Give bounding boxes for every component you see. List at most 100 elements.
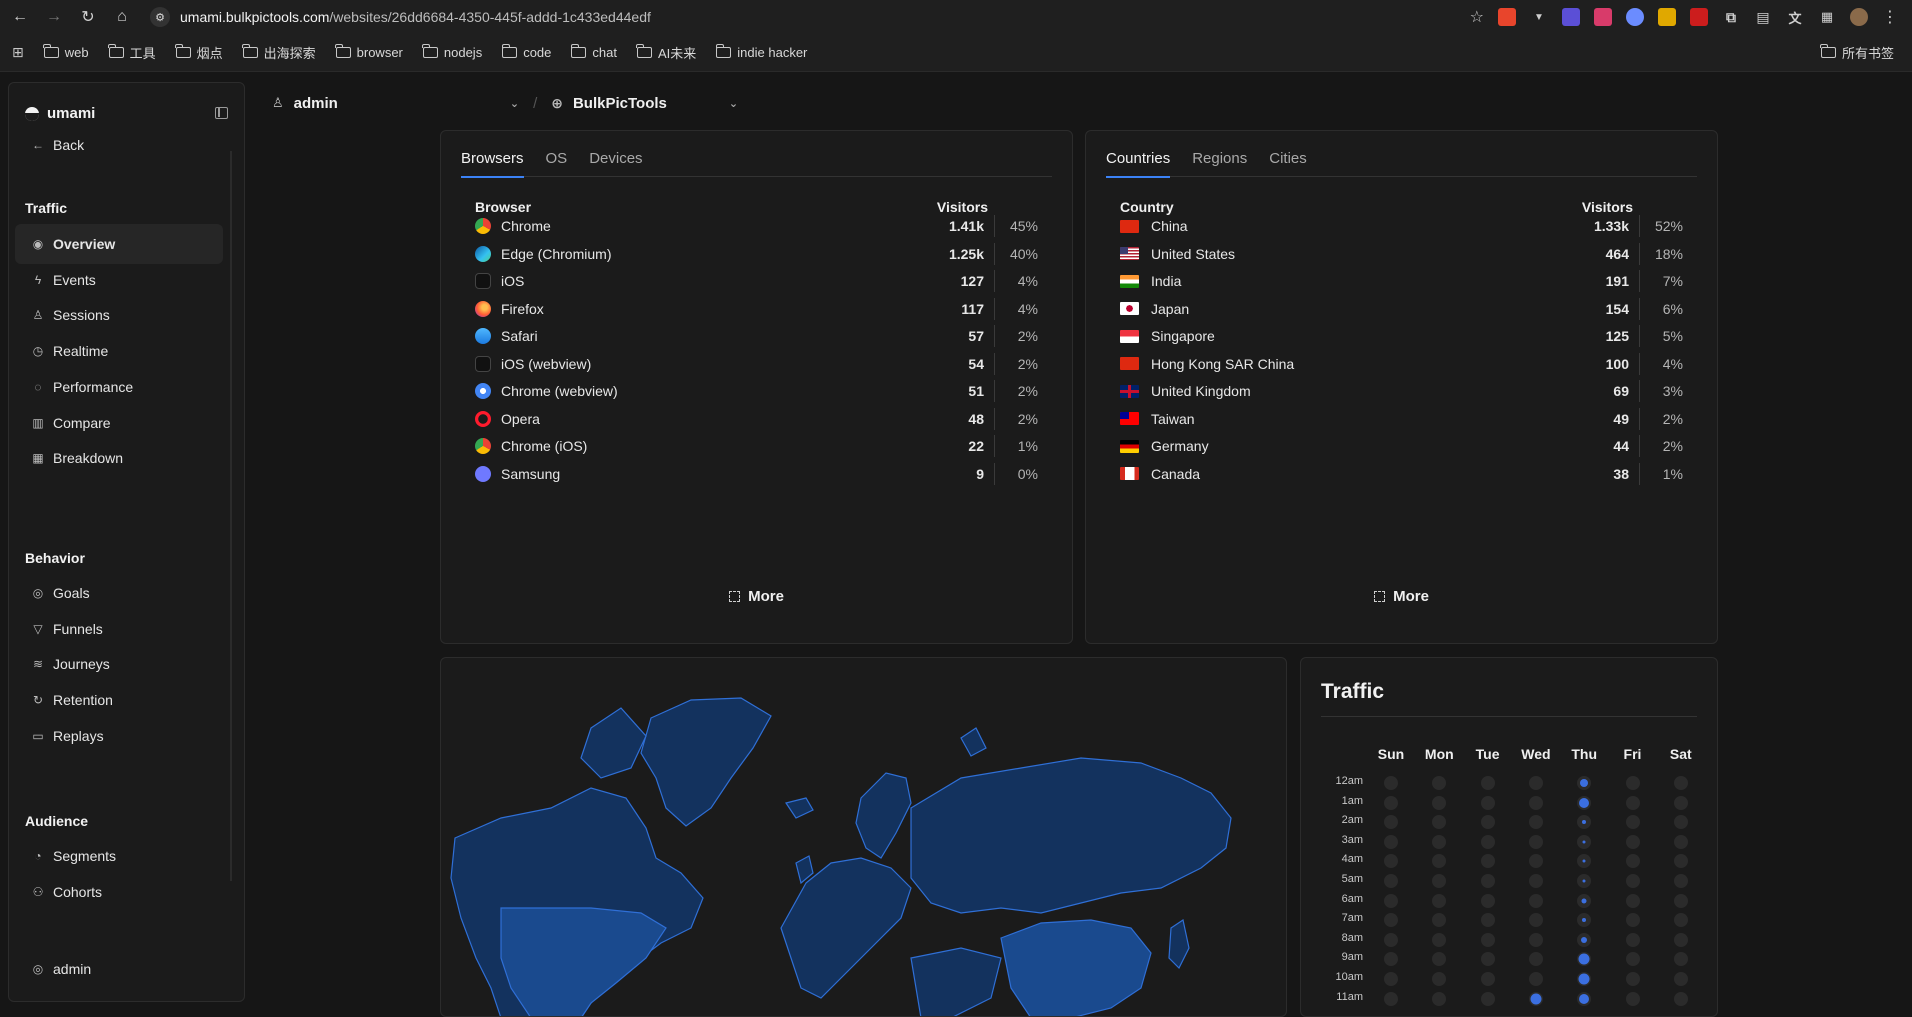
bookmark-folder[interactable]: nodejs (422, 43, 482, 62)
sidebar-item-replays[interactable]: ▭ Replays (15, 716, 223, 756)
bookmark-folder[interactable]: chat (570, 43, 617, 62)
sidebar-item-breakdown[interactable]: ▦ Breakdown (15, 438, 223, 478)
heatmap-cell[interactable] (1480, 854, 1495, 869)
heatmap-cell[interactable] (1577, 972, 1592, 986)
heatmap-cell[interactable] (1673, 834, 1688, 849)
table-row[interactable]: Chrome 1.41k 45% (475, 214, 1038, 238)
sidebar-item-overview[interactable]: ◉ Overview (15, 224, 223, 264)
table-row[interactable]: Hong Kong SAR China 100 4% (1120, 352, 1683, 376)
heatmap-cell[interactable] (1384, 893, 1398, 908)
heatmap-cell[interactable] (1480, 932, 1495, 947)
heatmap-cell[interactable] (1384, 913, 1398, 928)
chevron-down-icon[interactable]: ⌄ (509, 97, 520, 110)
bookmark-folder[interactable]: web (43, 43, 89, 62)
heatmap-cell[interactable] (1577, 795, 1592, 810)
heatmap-cell[interactable] (1480, 952, 1495, 967)
heatmap-cell[interactable] (1384, 991, 1398, 1006)
address-bar[interactable]: ⚙ umami.bulkpictools.com/websites/26dd66… (150, 4, 651, 30)
tab-cities[interactable]: Cities (1269, 149, 1307, 167)
heatmap-cell[interactable] (1625, 913, 1640, 928)
heatmap-cell[interactable] (1625, 776, 1640, 790)
table-row[interactable]: Samsung 9 0% (475, 462, 1038, 486)
table-row[interactable]: China 1.33k 52% (1120, 214, 1683, 238)
heatmap-cell[interactable] (1480, 795, 1495, 810)
heatmap-cell[interactable] (1577, 991, 1592, 1006)
tab-countries[interactable]: Countries (1106, 143, 1171, 178)
heatmap-cell[interactable] (1673, 854, 1688, 869)
heatmap-cell[interactable] (1577, 776, 1592, 790)
chevron-down-icon[interactable]: ⌄ (728, 97, 739, 110)
back-arrow-icon[interactable]: ← (12, 8, 28, 25)
home-icon[interactable]: ⌂ (117, 8, 127, 25)
puzzle-icon[interactable]: ⧉ (1726, 8, 1736, 25)
sidebar-item-cohorts[interactable]: ⚇ Cohorts (15, 872, 223, 912)
countries-more-button[interactable]: More (1086, 588, 1717, 605)
forward-arrow-icon[interactable]: → (46, 8, 62, 25)
heatmap-cell[interactable] (1480, 972, 1495, 986)
table-row[interactable]: Japan 154 6% (1120, 297, 1683, 321)
heatmap-cell[interactable] (1480, 874, 1495, 888)
heatmap-cell[interactable] (1577, 932, 1592, 947)
heatmap-cell[interactable] (1432, 913, 1447, 928)
sidebar-item-retention[interactable]: ↻ Retention (15, 680, 223, 720)
site-settings-icon[interactable]: ⚙ (150, 7, 170, 27)
grid-icon[interactable]: ▦ (1820, 9, 1834, 24)
heatmap-cell[interactable] (1673, 972, 1688, 986)
sidebar-item-segments[interactable]: ◔ Segments (15, 836, 223, 876)
heatmap-cell[interactable] (1432, 815, 1447, 830)
heatmap-cell[interactable] (1625, 795, 1640, 810)
table-row[interactable]: Opera 48 2% (475, 407, 1038, 431)
browsers-more-button[interactable]: More (441, 588, 1072, 605)
heatmap-cell[interactable] (1528, 952, 1543, 967)
bookmark-star-icon[interactable]: ☆ (1469, 9, 1484, 26)
heatmap-cell[interactable] (1528, 972, 1543, 986)
heatmap-cell[interactable] (1528, 815, 1543, 830)
sidebar-item-journeys[interactable]: ≋ Journeys (15, 644, 223, 684)
heatmap-cell[interactable] (1384, 854, 1398, 869)
menu-dots-icon[interactable]: ⋮ (1882, 9, 1898, 26)
heatmap-cell[interactable] (1480, 913, 1495, 928)
table-row[interactable]: Safari 57 2% (475, 324, 1038, 348)
extension-icon[interactable] (1594, 8, 1612, 26)
heatmap-cell[interactable] (1384, 795, 1398, 810)
tab-devices[interactable]: Devices (589, 149, 643, 167)
heatmap-cell[interactable] (1577, 893, 1592, 908)
heatmap-cell[interactable] (1625, 854, 1640, 869)
heatmap-cell[interactable] (1432, 932, 1447, 947)
apps-grid-icon[interactable]: ⊞ (12, 44, 24, 60)
table-row[interactable]: United States 464 18% (1120, 242, 1683, 266)
heatmap-cell[interactable] (1577, 854, 1592, 869)
table-row[interactable]: Chrome (iOS) 22 1% (475, 434, 1038, 458)
heatmap-cell[interactable] (1432, 776, 1447, 790)
sidebar-item-funnels[interactable]: ▽ Funnels (15, 609, 223, 649)
heatmap-cell[interactable] (1577, 913, 1592, 928)
heatmap-cell[interactable] (1384, 932, 1398, 947)
table-row[interactable]: Edge (Chromium) 1.25k 40% (475, 242, 1038, 266)
heatmap-cell[interactable] (1577, 834, 1592, 849)
sidebar-item-sessions[interactable]: ♙ Sessions (15, 295, 223, 335)
extension-icon[interactable] (1562, 8, 1580, 26)
heatmap-cell[interactable] (1625, 932, 1640, 947)
extension-icon[interactable] (1498, 8, 1516, 26)
heatmap-cell[interactable] (1384, 815, 1398, 830)
heatmap-cell[interactable] (1528, 874, 1543, 888)
heatmap-cell[interactable] (1432, 972, 1447, 986)
heatmap-cell[interactable] (1528, 834, 1543, 849)
heatmap-cell[interactable] (1432, 854, 1447, 869)
profile-avatar-icon[interactable] (1850, 8, 1868, 26)
sidebar-item-goals[interactable]: ◎ Goals (15, 573, 223, 613)
heatmap-cell[interactable] (1432, 952, 1447, 967)
heatmap-cell[interactable] (1673, 991, 1688, 1006)
heatmap-cell[interactable] (1577, 815, 1592, 830)
heatmap-cell[interactable] (1577, 952, 1592, 967)
reload-icon[interactable]: ↻ (81, 9, 95, 26)
sidebar-collapse-icon[interactable] (215, 107, 228, 119)
heatmap-cell[interactable] (1480, 834, 1495, 849)
heatmap-cell[interactable] (1528, 991, 1543, 1006)
heatmap-cell[interactable] (1673, 893, 1688, 908)
heatmap-cell[interactable] (1673, 776, 1688, 790)
world-map[interactable] (441, 658, 1287, 1017)
heatmap-cell[interactable] (1528, 932, 1543, 947)
table-row[interactable]: India 191 7% (1120, 269, 1683, 293)
sidebar-item-realtime[interactable]: ◷ Realtime (15, 331, 223, 371)
